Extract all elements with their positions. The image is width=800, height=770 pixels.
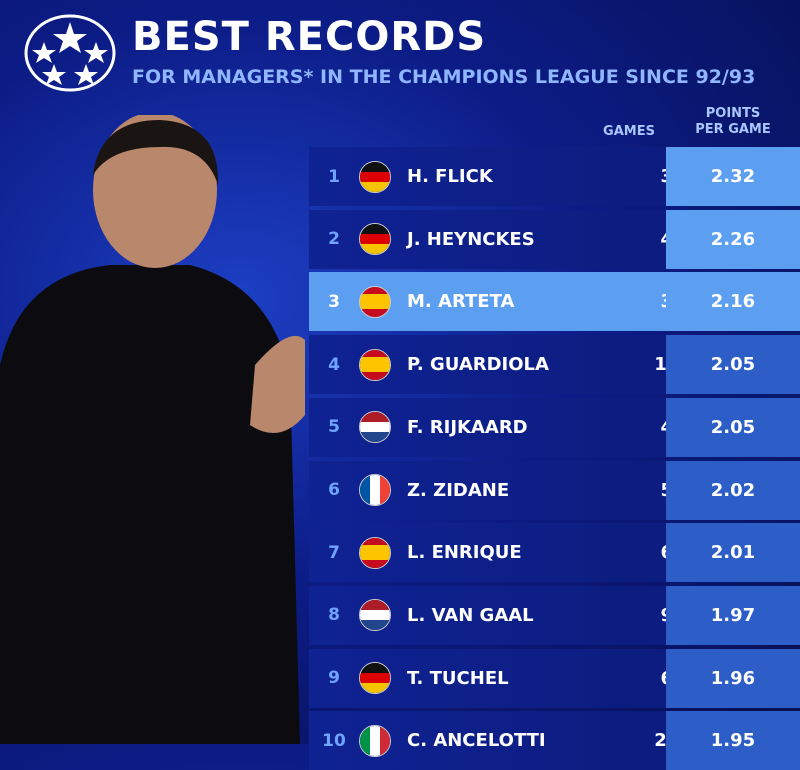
ppg-header-line2: PER GAME xyxy=(695,122,771,137)
manager-name: L. ENRIQUE xyxy=(407,542,522,564)
manager-name: F. RIJKAARD xyxy=(407,416,528,438)
ppg-value: 2.01 xyxy=(666,523,800,583)
rank: 5 xyxy=(328,417,340,438)
games-column-header: GAMES xyxy=(603,124,655,139)
ppg-value: 2.16 xyxy=(666,272,800,332)
page-subtitle: FOR MANAGERS* IN THE CHAMPIONS LEAGUE SI… xyxy=(132,66,756,88)
ppg-value: 1.97 xyxy=(666,585,800,645)
table-row: 7 L. ENRIQUE 69 2.01 xyxy=(309,523,800,583)
rank: 3 xyxy=(328,291,340,312)
manager-name: T. TUCHEL xyxy=(407,667,509,689)
flag-netherlands-icon xyxy=(359,599,391,632)
table-row: 4 P. GUARDIOLA 188 2.05 xyxy=(309,335,800,395)
rank: 2 xyxy=(328,229,340,250)
ppg-value: 2.05 xyxy=(666,335,800,395)
manager-photo xyxy=(0,115,305,744)
table-row: 2 J. HEYNCKES 47 2.26 xyxy=(309,209,800,269)
flag-spain-icon xyxy=(359,285,391,318)
flag-germany-icon xyxy=(359,223,391,256)
table-row: 10 C. ANCELOTTI 218 1.95 xyxy=(309,711,800,770)
rank: 6 xyxy=(328,480,340,500)
manager-name: H. FLICK xyxy=(407,166,493,187)
manager-name: Z. ZIDANE xyxy=(407,479,510,501)
ppg-header-line1: POINTS xyxy=(705,106,761,121)
manager-name: M. ARTETA xyxy=(407,291,515,313)
rank: 8 xyxy=(328,605,340,626)
ppg-value: 2.02 xyxy=(666,460,800,520)
ppg-value: 2.05 xyxy=(666,397,800,457)
manager-name: P. GUARDIOLA xyxy=(407,354,549,376)
flag-italy-icon xyxy=(359,724,391,757)
flag-france-icon xyxy=(359,474,391,506)
manager-name: J. HEYNCKES xyxy=(407,228,535,250)
manager-name: L. VAN GAAL xyxy=(407,604,534,626)
rank: 4 xyxy=(328,354,340,375)
rank: 9 xyxy=(328,668,340,689)
ppg-column-header: POINTS PER GAME xyxy=(666,106,800,138)
flag-netherlands-icon xyxy=(359,411,391,444)
ppg-value: 1.96 xyxy=(666,648,800,708)
page-title: BEST RECORDS xyxy=(132,14,487,60)
flag-spain-icon xyxy=(359,536,391,569)
table-row: 5 F. RIJKAARD 40 2.05 xyxy=(309,397,800,457)
rank: 10 xyxy=(322,730,346,751)
ppg-value: 1.95 xyxy=(666,711,800,770)
manager-name: C. ANCELOTTI xyxy=(407,730,546,752)
table-row: 9 T. TUCHEL 67 1.96 xyxy=(309,648,800,708)
ppg-value: 2.26 xyxy=(666,209,800,269)
flag-germany-icon xyxy=(359,662,391,695)
table-row: 6 Z. ZIDANE 53 2.02 xyxy=(309,460,800,520)
ppg-value: 2.32 xyxy=(666,147,800,206)
rank: 7 xyxy=(328,542,340,563)
rank: 1 xyxy=(328,166,340,187)
flag-spain-icon xyxy=(359,348,391,381)
table-row: 3 M. ARTETA 31 2.16 xyxy=(309,272,800,332)
flag-germany-icon xyxy=(359,160,391,193)
table-row: 8 L. VAN GAAL 95 1.97 xyxy=(309,585,800,645)
champions-league-starball-logo xyxy=(24,14,116,92)
table-row: 1 H. FLICK 38 2.32 xyxy=(309,147,800,206)
